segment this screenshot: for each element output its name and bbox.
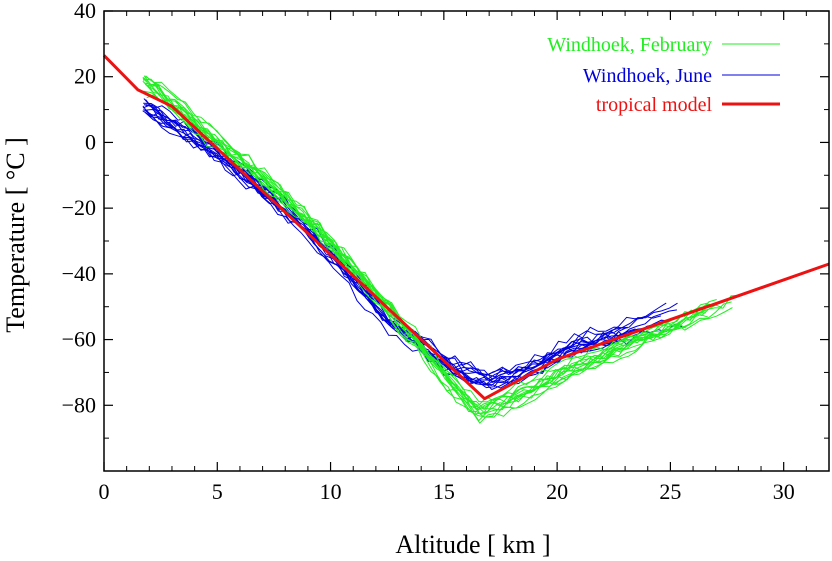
series-line-tropical-model [102, 54, 830, 401]
y-tick-label: 20 [74, 64, 96, 89]
series-line-february-sounding [145, 76, 717, 403]
x-tick-label: 25 [659, 479, 681, 504]
x-tick-label: 10 [320, 479, 342, 504]
series-line-february-sounding [144, 83, 709, 418]
legend-entry-tropical-model-label: tropical model [596, 94, 713, 116]
y-axis-title: Temperature [ °C ] [1, 137, 30, 333]
series-line-february-sounding [142, 78, 722, 410]
sounding-bundles [142, 75, 739, 424]
x-axis-title: Altitude [ km ] [395, 530, 550, 559]
y-tick-label: 0 [85, 129, 96, 154]
series-line-june-sounding [145, 110, 670, 386]
series-line-february-sounding [142, 80, 706, 415]
legend: Windhoek, February Windhoek, June tropical… [547, 34, 780, 116]
series-line-february-sounding [142, 77, 707, 411]
y-tick-label: −20 [62, 195, 96, 220]
x-tick-label: 30 [773, 479, 795, 504]
y-tick-label: 40 [74, 0, 96, 23]
x-tick-label: 15 [433, 479, 455, 504]
x-tick-label: 0 [99, 479, 110, 504]
y-tick-label: −60 [62, 327, 96, 352]
y-tick-label: −40 [62, 261, 96, 286]
tick-labels: 0 5 10 15 20 25 30 −80 −60 −40 −20 0 20 40 [62, 0, 795, 504]
x-tick-label: 20 [546, 479, 568, 504]
legend-entry-february-label: Windhoek, February [547, 34, 712, 56]
y-tick-label: −80 [62, 392, 96, 417]
model-layer [102, 54, 830, 401]
axis-ticks [103, 10, 830, 472]
series-line-february-sounding [142, 77, 706, 410]
legend-entry-june-label: Windhoek, June [583, 65, 712, 87]
series-line-june-sounding [142, 105, 683, 391]
series-line-february-sounding [146, 83, 687, 414]
x-tick-label: 5 [212, 479, 223, 504]
series-line-february-sounding [146, 94, 718, 424]
